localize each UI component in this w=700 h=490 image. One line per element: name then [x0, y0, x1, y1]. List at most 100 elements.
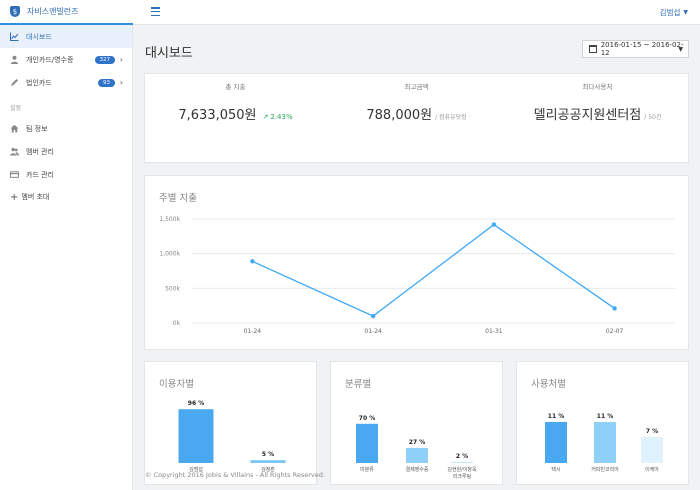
page-title: 대시보드	[145, 46, 193, 61]
card-icon	[10, 170, 19, 179]
people-icon	[10, 147, 19, 156]
bar-value-label: 11 %	[597, 413, 613, 420]
stat-value: 델리공공지원센터점	[533, 108, 642, 123]
data-point	[250, 259, 255, 264]
chevron-down-icon: ▼	[683, 9, 688, 16]
pencil-icon	[10, 78, 19, 87]
sidebar-section-settings: 설정	[10, 105, 22, 112]
bar-value-label: 96 %	[188, 400, 204, 407]
stat-label: 최다사용처	[582, 83, 613, 91]
sidebar-item-corporate-card[interactable]: 법인카드 93 ›	[0, 71, 132, 94]
y-tick-label: 1,500k	[159, 216, 180, 223]
stat-max-amount: 최고금액 788,000원 / 컴퓨유닷컴	[326, 74, 507, 164]
user-menu[interactable]: 김범섭 ▼	[660, 0, 688, 25]
sidebar-item-member-management[interactable]: 멤버 관리	[0, 140, 132, 163]
main-content: 대시보드 2016-01-15 ~ 2016-02-12 ▼ 총 지출 7,63…	[133, 25, 700, 490]
chevron-down-icon: ▼	[678, 45, 683, 53]
weekly-spending-chart: 0k 500k 1,000k 1,500k 01-24 01-24 01-31 02-07	[159, 216, 675, 335]
category-label: 택시	[551, 466, 560, 473]
sidebar-item-label: 카드 관리	[26, 170, 54, 179]
by-category-card: 분류별 70 % 미분류 27 % 결제영수증 2 % 김현원/이창욱 리크루팅	[330, 361, 503, 485]
data-point	[491, 222, 497, 227]
y-tick-label: 0k	[173, 320, 181, 327]
chevron-right-icon: ›	[119, 78, 123, 87]
bar-value-label: 11 %	[548, 413, 564, 420]
bar	[451, 461, 473, 463]
category-label: 미분류	[360, 466, 374, 473]
stat-trend-value: 2.43%	[270, 113, 293, 121]
invite-member-button[interactable]: + 멤버 초대	[0, 186, 132, 208]
sidebar-item-card-management[interactable]: 카드 관리	[0, 163, 132, 186]
x-tick-label: 01-24	[244, 328, 262, 335]
sidebar-item-label: 법인카드	[26, 78, 52, 87]
sidebar-item-label: 팀 정보	[26, 124, 48, 133]
date-range-value: 2016-01-15 ~ 2016-02-12	[600, 41, 684, 57]
footer-copyright: © Copyright 2016 Jobis & Villains - All …	[145, 471, 325, 479]
bar	[406, 447, 428, 463]
menu-toggle-icon[interactable]	[151, 7, 160, 16]
stat-value: 7,633,050원	[178, 108, 257, 123]
user-name: 김범섭	[659, 8, 681, 17]
chart-title: 분류별	[345, 379, 372, 390]
stat-sub: / 50건	[644, 114, 662, 121]
by-merchant-card: 사용처별 11 % 택시 11 % 커피빈코리아 7 % 이케아	[516, 361, 689, 485]
brand-logo-icon: $	[10, 6, 20, 17]
x-tick-label: 01-31	[485, 328, 503, 335]
brand[interactable]: $ 자비스앤빌런즈	[0, 0, 133, 25]
stat-value-row: 델리공공지원센터점/ 50건	[507, 104, 688, 123]
category-label: 커피빈코리아	[591, 466, 619, 473]
sidebar-item-team-info[interactable]: 팀 정보	[0, 117, 132, 140]
bar	[356, 423, 378, 463]
weekly-spending-card: 주별 지출 0k 500k 1,000k 1,500k 01-24 01-24 01-31 0…	[144, 175, 689, 350]
chart-title: 사용처별	[531, 379, 566, 390]
count-badge: 327	[94, 55, 115, 64]
sidebar-item-label: 개인카드/영수증	[26, 55, 74, 64]
sidebar-item-dashboard[interactable]: 대시보드	[0, 25, 132, 48]
top-bar: $ 자비스앤빌런즈 김범섭 ▼	[0, 0, 700, 25]
bar	[178, 409, 214, 463]
y-tick-label: 1,000k	[159, 251, 180, 258]
stat-top-merchant: 최다사용처 델리공공지원센터점/ 50건	[507, 74, 688, 164]
stat-value-row: 788,000원 / 컴퓨유닷컴	[326, 104, 507, 123]
bar	[641, 436, 663, 463]
data-point	[612, 306, 617, 311]
by-merchant-chart: 11 % 택시 11 % 커피빈코리아 7 % 이케아	[545, 413, 663, 473]
bar	[594, 421, 616, 463]
invite-member-label: 멤버 초대	[21, 193, 50, 201]
calendar-icon	[589, 45, 597, 53]
stat-sub: / 컴퓨유닷컴	[435, 114, 467, 121]
sidebar-item-label: 대시보드	[26, 32, 52, 41]
count-badge: 93	[98, 78, 115, 87]
data-point	[370, 313, 376, 319]
stat-value: 788,000원	[366, 108, 433, 123]
series-line	[252, 223, 615, 317]
sidebar-item-label: 멤버 관리	[26, 147, 54, 156]
home-icon	[10, 124, 19, 133]
person-icon	[10, 55, 19, 64]
x-tick-label: 02-07	[606, 328, 624, 335]
bar	[545, 421, 567, 463]
category-label: 이케아	[645, 466, 659, 473]
y-tick-label: 500k	[165, 285, 180, 292]
by-user-card: 이용자별 96 % 김범섭 5 % 김정훈	[144, 361, 317, 485]
bar	[250, 460, 286, 463]
chart-title: 주별 지출	[159, 193, 197, 204]
bar-value-label: 2 %	[456, 453, 468, 460]
bar-value-label: 27 %	[409, 439, 425, 446]
chevron-right-icon: ›	[119, 55, 123, 64]
category-label: 김현원/이창욱	[447, 466, 477, 473]
stats-card: 총 지출 7,633,050원 ↗ 2.43% 최고금액 788,000원 / 컴퓨유…	[144, 73, 689, 163]
sidebar-item-personal-card[interactable]: 개인카드/영수증 327 ›	[0, 48, 132, 71]
bar-value-label: 70 %	[359, 415, 375, 422]
date-range-picker[interactable]: 2016-01-15 ~ 2016-02-12 ▼	[582, 40, 689, 58]
category-label: 리크루팅	[453, 473, 471, 480]
x-tick-label: 01-24	[364, 328, 382, 335]
category-label: 결제영수증	[405, 466, 428, 473]
trend-up-icon: ↗	[262, 113, 269, 121]
by-user-chart: 96 % 김범섭 5 % 김정훈	[178, 400, 286, 473]
stat-value-row: 7,633,050원 ↗ 2.43%	[145, 104, 326, 123]
chart-title: 이용자별	[159, 379, 194, 390]
plus-icon: +	[10, 191, 19, 203]
bar-value-label: 5 %	[262, 451, 274, 458]
